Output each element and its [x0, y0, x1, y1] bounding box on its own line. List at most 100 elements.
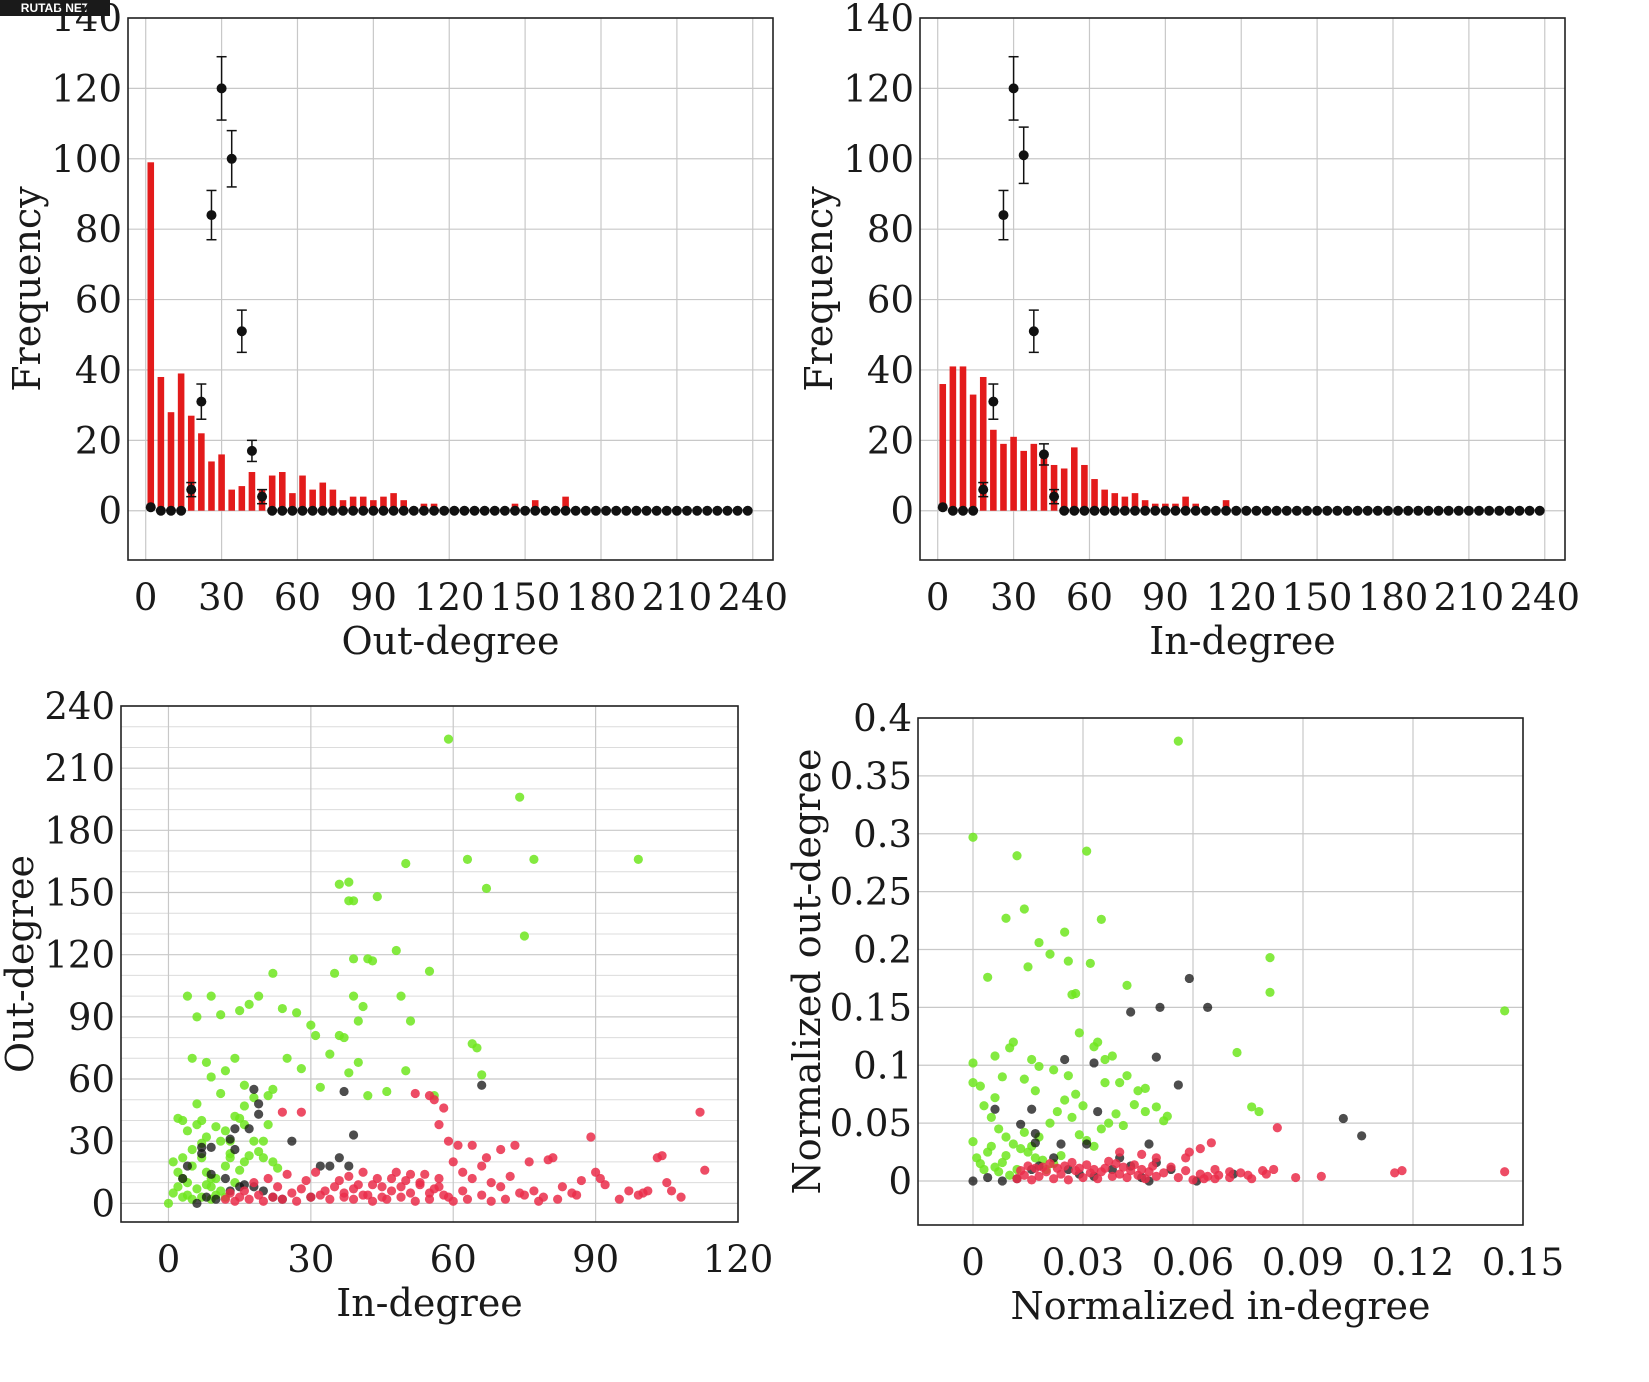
scatter-point	[325, 1161, 335, 1171]
data-point	[570, 505, 581, 516]
scatter-point	[1173, 736, 1183, 746]
x-tick-label: 60	[1066, 576, 1113, 619]
data-point	[1423, 505, 1434, 516]
scatter-point	[1397, 1165, 1407, 1176]
scatter-point	[968, 1058, 978, 1068]
data-point	[388, 505, 399, 516]
scatter-point	[277, 1194, 287, 1204]
x-tick-label: 210	[1434, 576, 1505, 619]
scatter-point	[220, 1194, 231, 1204]
scatter-point	[363, 1090, 373, 1101]
histogram-bar	[349, 496, 357, 511]
scatter-point	[1056, 1139, 1066, 1149]
scatter-point	[230, 1144, 240, 1155]
scatter-point	[173, 1167, 183, 1177]
y-tick-label: 180	[44, 809, 115, 852]
x-axis-label: Normalized in-degree	[1011, 1284, 1431, 1328]
scatter-point	[178, 1153, 188, 1163]
y-axis-label: Frequency	[797, 186, 841, 392]
scatter-point	[472, 1043, 482, 1053]
scatter-point	[1063, 1071, 1073, 1081]
scatter-point	[201, 1192, 212, 1202]
scatter-point	[187, 1053, 197, 1063]
scatter-point	[662, 1178, 672, 1188]
scatter-point	[1137, 1164, 1147, 1175]
data-point	[1190, 505, 1201, 516]
scatter-point	[510, 1140, 520, 1150]
y-tick-label: 150	[44, 872, 115, 915]
histogram-bar	[187, 415, 195, 511]
y-tick-label: 120	[51, 67, 122, 110]
data-point	[611, 505, 622, 516]
scatter-point	[1093, 1037, 1103, 1047]
scatter-point	[1016, 1119, 1026, 1129]
x-tick-label: 0	[961, 1241, 985, 1284]
x-tick-label: 30	[287, 1238, 334, 1281]
x-tick-label: 0	[134, 576, 158, 619]
data-point	[358, 505, 369, 516]
y-tick-label: 40	[867, 349, 914, 392]
data-point	[1484, 505, 1495, 516]
data-point	[1372, 505, 1383, 516]
data-point	[560, 505, 571, 516]
scatter-point	[192, 1012, 202, 1022]
scatter-point	[448, 1157, 458, 1167]
data-point	[206, 210, 217, 221]
x-tick-label: 120	[1206, 576, 1277, 619]
scatter-point	[206, 1142, 216, 1152]
data-point	[1008, 83, 1019, 94]
histogram-bar	[1111, 493, 1119, 511]
data-point	[1059, 505, 1070, 516]
histogram-bar	[157, 376, 165, 511]
histogram-bar	[339, 500, 347, 511]
scatter-point	[624, 1186, 634, 1196]
scatter-point	[287, 1136, 297, 1146]
y-axis-label: Normalized out-degree	[785, 749, 829, 1195]
scatter-point	[334, 879, 344, 889]
data-point	[287, 505, 298, 516]
scatter-point	[277, 1107, 287, 1117]
scatter-point	[348, 954, 359, 964]
scatter-point	[443, 1136, 454, 1146]
scatter-point	[258, 1153, 268, 1163]
scatter-point	[325, 1194, 335, 1204]
scatter-point	[249, 1136, 259, 1146]
x-tick-label: 90	[350, 576, 397, 619]
scatter-point	[244, 1151, 254, 1161]
scatter-point	[1357, 1131, 1367, 1141]
scatter-point	[1155, 1002, 1165, 1012]
scatter-point	[1140, 1106, 1150, 1117]
scatter-point	[481, 1153, 492, 1163]
scatter-point	[1089, 1141, 1099, 1151]
scatter-point	[187, 1144, 197, 1155]
scatter-point	[1188, 1175, 1198, 1185]
scatter-point	[1027, 1104, 1037, 1114]
scatter-point	[1008, 1037, 1018, 1047]
scatter-point	[633, 1190, 643, 1200]
scatter-point	[315, 1161, 325, 1171]
x-tick-label: 120	[414, 576, 485, 619]
scatter-point	[997, 1157, 1007, 1168]
scatter-point	[666, 1186, 677, 1196]
histogram-bar	[279, 472, 286, 511]
data-point	[1241, 505, 1252, 516]
scatter-point	[1500, 1006, 1510, 1016]
data-point	[1180, 505, 1191, 516]
scatter-point	[220, 1126, 231, 1136]
y-tick-label: 140	[843, 0, 914, 40]
scatter-point	[239, 1157, 249, 1167]
x-tick-label: 0.12	[1372, 1241, 1454, 1284]
data-point	[1221, 505, 1232, 516]
scatter-point	[1030, 1128, 1040, 1139]
histogram-bar	[299, 475, 306, 511]
histogram-bar	[370, 500, 377, 511]
data-point	[1251, 505, 1262, 516]
data-point	[398, 505, 409, 516]
scatter-point	[1067, 990, 1077, 1000]
scatter-point	[216, 1186, 226, 1196]
data-point	[1079, 505, 1090, 516]
scatter-point	[1060, 927, 1070, 937]
scatter-point	[182, 1161, 193, 1171]
scatter-point	[220, 1173, 231, 1184]
scatter-point	[997, 1176, 1007, 1186]
